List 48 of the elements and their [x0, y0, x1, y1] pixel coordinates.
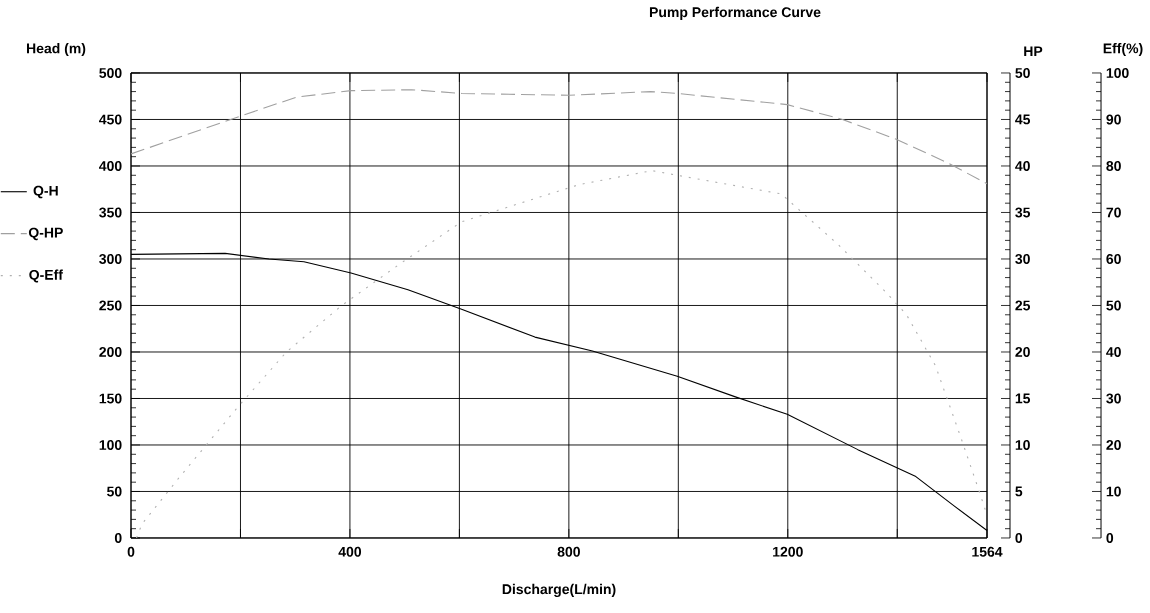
y2-tick-label: 20: [1015, 347, 1030, 357]
y2-axis-title: HP: [1024, 46, 1043, 57]
legend-label: Q-HP: [28, 227, 63, 241]
y-tick-label: 450: [99, 114, 122, 125]
y3-tick-label: 70: [1106, 207, 1121, 218]
y-tick-label: 50: [107, 486, 122, 497]
line-series: [135, 170, 986, 538]
x-tick-label: 800: [557, 546, 580, 557]
y2-tick-label: 40: [1015, 161, 1030, 171]
y2-tick-label: 10: [1015, 440, 1030, 450]
y2-tick-label: 5: [1015, 486, 1023, 497]
x-axis-title: Discharge(L/min): [502, 583, 616, 597]
y-axis-title: Head (m): [27, 43, 86, 57]
y2-tick-label: 45: [1015, 114, 1031, 125]
y2-tick-label: 35: [1015, 207, 1031, 218]
y2-tick-label: 50: [1015, 68, 1030, 78]
y3-tick-label: 50: [1106, 300, 1121, 311]
x-tick-label: 400: [338, 546, 362, 557]
y3-tick-label: 30: [1106, 393, 1121, 404]
y2-tick-label: 30: [1015, 254, 1030, 264]
y-tick-label: 100: [99, 440, 122, 450]
y-tick-label: 200: [99, 347, 122, 357]
x-tick-label: 1564: [972, 546, 1003, 557]
x-tick-label: 1200: [773, 546, 803, 557]
y3-tick-label: 80: [1106, 161, 1121, 171]
line-series: [131, 89, 988, 185]
y-tick-label: 250: [99, 300, 122, 311]
y3-tick-label: 20: [1106, 440, 1121, 450]
x-tick-label: 0: [127, 546, 135, 557]
y-tick-label: 0: [114, 533, 122, 543]
legend-label: Q-Eff: [29, 269, 63, 283]
y-tick-label: 300: [99, 254, 122, 264]
y3-tick-label: 0: [1106, 533, 1114, 543]
y3-tick-label: 100: [1106, 68, 1129, 78]
y3-tick-label: 40: [1106, 347, 1121, 357]
y3-tick-label: 60: [1106, 254, 1121, 264]
y2-tick-label: 25: [1015, 300, 1031, 311]
y3-tick-label: 10: [1106, 486, 1121, 497]
y3-tick-label: 90: [1106, 114, 1121, 125]
y2-tick-label: 0: [1015, 533, 1023, 543]
y2-tick-label: 15: [1015, 393, 1031, 404]
y-tick-label: 150: [99, 393, 122, 404]
y-tick-label: 400: [99, 161, 122, 171]
chart-title: Pump Performance Curve: [649, 6, 821, 20]
y3-axis-title: Eff(%): [1103, 43, 1143, 57]
y-tick-label: 350: [99, 207, 122, 218]
y-tick-label: 500: [99, 68, 122, 78]
legend-label: Q-H: [33, 185, 58, 199]
